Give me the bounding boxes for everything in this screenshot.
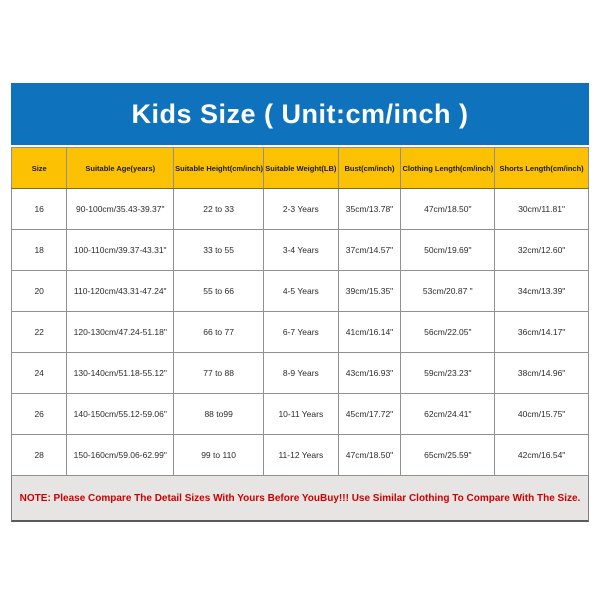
table-cell: 4-5 Years bbox=[263, 270, 339, 312]
table-cell: 2-3 Years bbox=[263, 188, 339, 230]
title-banner: Kids Size ( Unit:cm/inch ) bbox=[11, 83, 589, 145]
table-cell: 22 bbox=[10, 311, 68, 353]
table-cell: 41cm/16.14" bbox=[337, 311, 402, 353]
table-cell: 38cm/14.96" bbox=[494, 352, 589, 394]
note-bar: NOTE: Please Compare The Detail Sizes Wi… bbox=[11, 476, 589, 522]
table-cell: 34cm/13.39" bbox=[494, 270, 589, 312]
column-header: Shorts Length(cm/inch) bbox=[494, 147, 589, 189]
table-header: Size Suitable Age(years) Suitable Height(c… bbox=[10, 147, 589, 189]
table-cell: 42cm/16.54" bbox=[494, 434, 589, 476]
table-cell: 37cm/14.57" bbox=[337, 229, 402, 271]
column-header: Suitable Age(years) bbox=[66, 147, 175, 189]
table-cell: 6-7 Years bbox=[263, 311, 339, 353]
table-cell: 22 to 33 bbox=[173, 188, 265, 230]
table-cell: 40cm/15.75" bbox=[494, 393, 589, 435]
table-cell: 36cm/14.17" bbox=[494, 311, 589, 353]
table-cell: 32cm/12.60" bbox=[494, 229, 589, 271]
table-cell: 35cm/13.78" bbox=[337, 188, 402, 230]
column-header: Bust(cm/inch) bbox=[337, 147, 402, 189]
kids-size-table: Size Suitable Age(years) Suitable Height(c… bbox=[10, 147, 589, 476]
table-cell: 110-120cm/43.31-47.24" bbox=[66, 270, 175, 312]
table-cell: 45cm/17.72" bbox=[337, 393, 402, 435]
table-cell: 53cm/20.87 " bbox=[400, 270, 496, 312]
table-cell: 50cm/19.69" bbox=[400, 229, 496, 271]
table-cell: 26 bbox=[10, 393, 68, 435]
table-cell: 39cm/15.35" bbox=[337, 270, 402, 312]
table-cell: 66 to 77 bbox=[173, 311, 265, 353]
table-cell: 28 bbox=[10, 434, 68, 476]
table-cell: 10-11 Years bbox=[263, 393, 339, 435]
table-cell: 11-12 Years bbox=[263, 434, 339, 476]
table-cell: 8-9 Years bbox=[263, 352, 339, 394]
table-cell: 47cm/18.50" bbox=[400, 188, 496, 230]
table-cell: 130-140cm/51.18-55.12" bbox=[66, 352, 175, 394]
note-text: NOTE: Please Compare The Detail Sizes Wi… bbox=[19, 492, 581, 504]
table-row: 26 140-150cm/55.12-59.06" 88 to99 10-11 Yea… bbox=[10, 393, 589, 435]
size-chart-sheet: Kids Size ( Unit:cm/inch ) Size Suitable … bbox=[10, 83, 589, 522]
page-title: Kids Size ( Unit:cm/inch ) bbox=[131, 98, 469, 129]
table-row: 28 150-160cm/59.06-62.99" 99 to 110 11-12 Y… bbox=[10, 434, 589, 476]
table-body: 16 90-100cm/35.43-39.37" 22 to 33 2-3 Years… bbox=[10, 188, 589, 476]
table-cell: 150-160cm/59.06-62.99" bbox=[66, 434, 175, 476]
table-cell: 59cm/23.23" bbox=[400, 352, 496, 394]
table-row: 22 120-130cm/47.24-51.18" 66 to 77 6-7 Year… bbox=[10, 311, 589, 353]
table-cell: 120-130cm/47.24-51.18" bbox=[66, 311, 175, 353]
table-cell: 24 bbox=[10, 352, 68, 394]
table-cell: 20 bbox=[10, 270, 68, 312]
column-header: Size bbox=[10, 147, 68, 189]
table-row: 18 100-110cm/39.37-43.31" 33 to 55 3-4 Year… bbox=[10, 229, 589, 271]
table-cell: 65cm/25.59" bbox=[400, 434, 496, 476]
table-cell: 100-110cm/39.37-43.31" bbox=[66, 229, 175, 271]
table-cell: 16 bbox=[10, 188, 68, 230]
table-cell: 88 to99 bbox=[173, 393, 265, 435]
table-cell: 18 bbox=[10, 229, 68, 271]
table-cell: 33 to 55 bbox=[173, 229, 265, 271]
column-header: Suitable Weight(LB) bbox=[263, 147, 339, 189]
table-cell: 77 to 88 bbox=[173, 352, 265, 394]
table-row: 16 90-100cm/35.43-39.37" 22 to 33 2-3 Years… bbox=[10, 188, 589, 230]
column-header: Suitable Height(cm/inch) bbox=[173, 147, 265, 189]
table-cell: 62cm/24.41" bbox=[400, 393, 496, 435]
table-row: 24 130-140cm/51.18-55.12" 77 to 88 8-9 Year… bbox=[10, 352, 589, 394]
table-header-row: Size Suitable Age(years) Suitable Height(c… bbox=[10, 147, 589, 189]
table-cell: 30cm/11.81" bbox=[494, 188, 589, 230]
table-row: 20 110-120cm/43.31-47.24" 55 to 66 4-5 Year… bbox=[10, 270, 589, 312]
column-header: Clothing Length(cm/inch) bbox=[400, 147, 496, 189]
table-cell: 140-150cm/55.12-59.06" bbox=[66, 393, 175, 435]
table-cell: 99 to 110 bbox=[173, 434, 265, 476]
table-cell: 3-4 Years bbox=[263, 229, 339, 271]
table-cell: 90-100cm/35.43-39.37" bbox=[66, 188, 175, 230]
table-cell: 43cm/16.93" bbox=[337, 352, 402, 394]
table-cell: 55 to 66 bbox=[173, 270, 265, 312]
table-cell: 47cm/18.50" bbox=[337, 434, 402, 476]
table-cell: 56cm/22.05" bbox=[400, 311, 496, 353]
